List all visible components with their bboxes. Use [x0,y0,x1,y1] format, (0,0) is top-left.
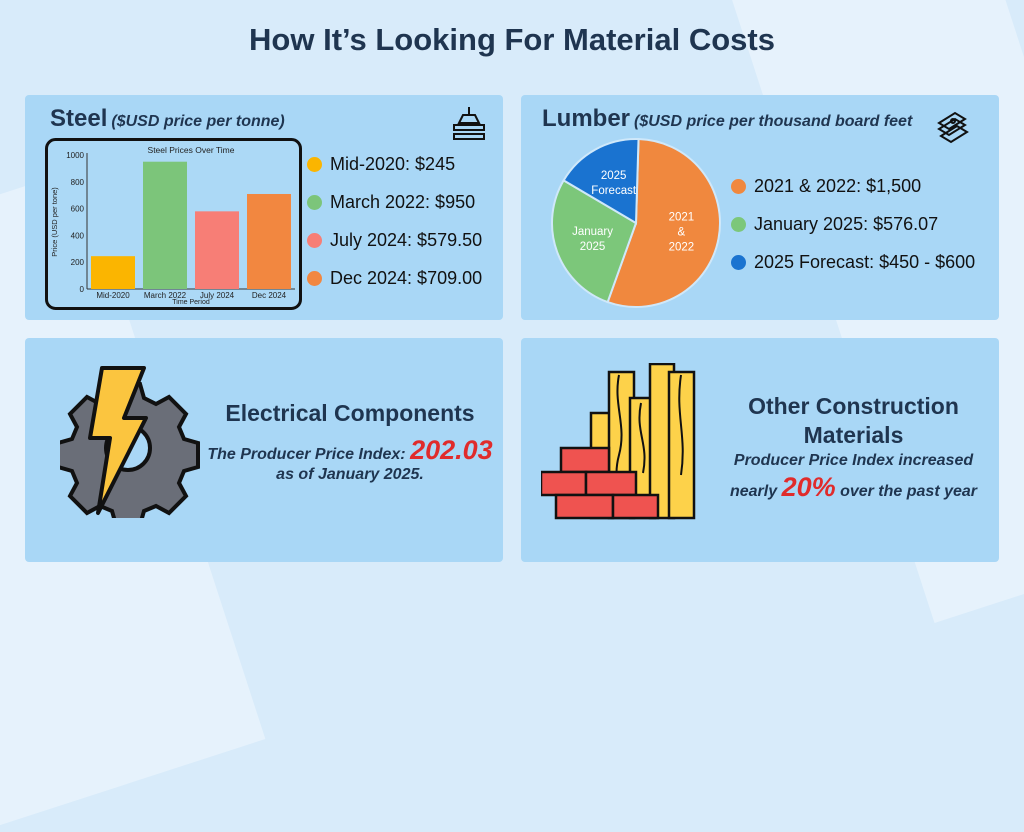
chart-title: Steel Prices Over Time [148,145,235,155]
legend-label: January 2025: $576.07 [754,213,939,234]
y-tick-label: 400 [71,231,85,240]
legend-dot-icon [307,270,322,286]
pie-slice [606,138,721,308]
legend-dot-icon [731,254,746,270]
legend-label: 2025 Forecast: $450 - $600 [754,251,976,272]
legend-label: July 2024: $579.50 [330,229,483,250]
legend-item: 2021 & 2022: $1,500 [731,167,975,205]
y-tick-label: 0 [80,285,85,294]
legend-label: Dec 2024: $709.00 [330,267,483,288]
pie-slice-label: 2021 [669,212,695,224]
x-tick-label: March 2022 [144,291,187,300]
steel-beam-crane-icon [453,107,485,140]
legend-item: January 2025: $576.07 [731,205,975,243]
y-tick-label: 600 [71,205,85,214]
legend-item: July 2024: $579.50 [307,221,482,259]
other-heading-line1: Other Construction [748,393,959,419]
electrical-heading: Electrical Components [225,400,475,426]
ppi-label: The Producer Price Index: [207,446,406,463]
other-percent: 20% [781,472,836,502]
page-title: How It’s Looking For Material Costs [249,22,775,57]
pie-slice-label: January [572,226,613,238]
ppi-date: as of January 2025. [276,466,424,483]
legend-label: Mid-2020: $245 [330,153,456,174]
lumber-pie-chart: 2021 & 2022 January 2025 2025 Forecast [551,138,721,308]
other-pre: nearly [729,483,778,500]
gear-lightning-icon [60,366,200,518]
lumber-legend: 2021 & 2022: $1,500 January 2025: $576.07… [731,167,975,281]
legend-item: March 2022: $950 [307,183,482,221]
x-tick-label: Dec 2024 [252,291,287,300]
y-tick-label: 1000 [66,151,84,160]
pie-slice-label: 2025 [601,170,627,182]
steel-panel: Steel ($USD price per tonne) Steel Prices… [25,95,503,320]
steel-heading: Steel ($USD price per tonne) [50,105,285,132]
other-post: over the past year [840,483,978,500]
other-heading-line2: Materials [803,422,904,448]
pie-slice-label: Forecast [591,185,637,197]
y-tick-label: 200 [71,258,85,267]
x-axis-label: Time Period [172,299,210,306]
steel-bar-chart: Steel Prices Over Time 0 200 400 600 800 1000 M… [45,138,302,310]
x-tick-label: July 2024 [200,291,235,300]
pie-slice [562,138,640,225]
pie-slice-label: 2025 [580,241,606,253]
lumber-stack-icon [937,111,969,144]
legend-item: 2025 Forecast: $450 - $600 [731,243,975,281]
legend-dot-icon [731,216,746,232]
bar [247,193,291,289]
ppi-value: 202.03 [410,435,493,465]
pie-slice-label: & [678,227,686,239]
x-tick-label: Mid-2020 [96,291,130,300]
legend-label: 2021 & 2022: $1,500 [754,175,922,196]
legend-dot-icon [307,232,322,248]
steel-legend: Mid-2020: $245 March 2022: $950 July 2024:… [307,145,482,297]
lumber-heading: Lumber ($USD price per thousand board fee… [542,105,913,132]
electrical-text: Electrical Components The Producer Price… [205,400,495,484]
other-line1: Producer Price Index increased [733,452,974,469]
legend-item: Mid-2020: $245 [307,145,482,183]
legend-label: March 2022: $950 [330,191,476,212]
bar [195,211,239,289]
legend-dot-icon [307,194,322,210]
y-tick-label: 800 [71,178,85,187]
legend-dot-icon [731,178,746,194]
legend-item: Dec 2024: $709.00 [307,259,482,297]
other-materials-panel: Other Construction Materials Producer Pr… [521,338,999,562]
other-materials-text: Other Construction Materials Producer Pr… [716,392,991,503]
bar [143,161,187,289]
bar [91,256,135,289]
bricks-and-planks-icon [541,363,696,520]
pie-slice-label: 2022 [669,242,695,254]
electrical-panel: Electrical Components The Producer Price… [25,338,503,562]
lumber-panel: Lumber ($USD price per thousand board fee… [521,95,999,320]
legend-dot-icon [307,156,322,172]
y-axis-label: Price (USD per tone) [50,187,59,257]
